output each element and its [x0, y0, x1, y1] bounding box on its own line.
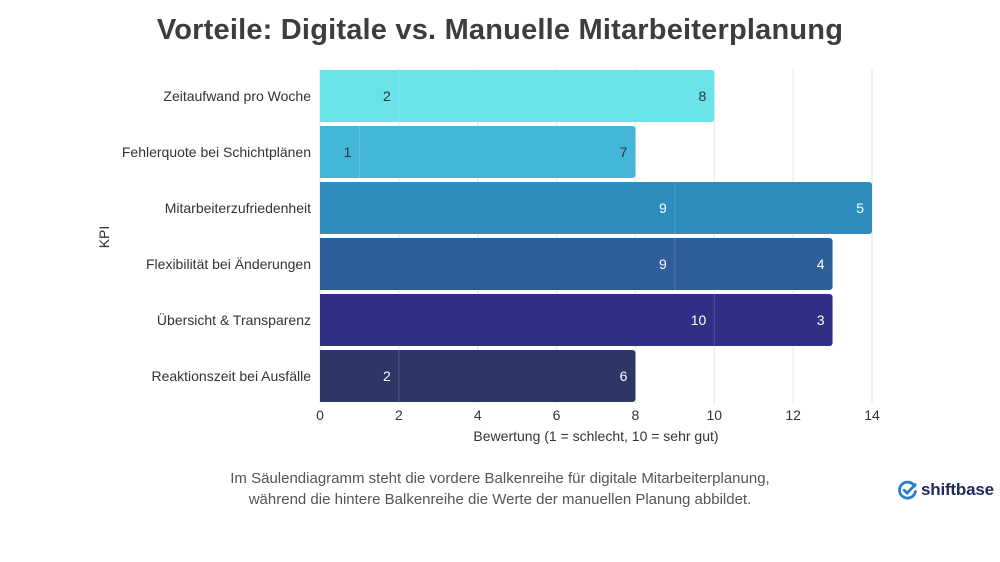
- check-circle-icon: [898, 480, 917, 500]
- data-label-digital-0: 2: [383, 88, 391, 104]
- bar-digital-1: [320, 126, 360, 178]
- bar-digital-2: [320, 182, 675, 234]
- x-tick-label-4: 4: [474, 407, 482, 423]
- data-label-manual-5: 6: [620, 368, 628, 384]
- bar-digital-0: [320, 70, 399, 122]
- data-label-manual-1: 7: [620, 144, 628, 160]
- x-tick-label-8: 8: [632, 407, 640, 423]
- data-labels: 2 8 1 7 9 5 9 4 10 3 2 6: [344, 88, 865, 384]
- bar-chart: 2 8 1 7 9 5 9 4 10 3 2 6 Zeitaufwand pro Woche Fehle…: [96, 68, 880, 444]
- caption-line-1: Im Säulendiagramm steht die vordere Balk…: [230, 470, 770, 487]
- chart-title: Vorteile: Digitale vs. Manuelle Mitarbei…: [156, 14, 844, 46]
- category-label-0: Zeitaufwand pro Woche: [163, 88, 311, 104]
- x-tick-label-2: 2: [395, 407, 403, 423]
- bar-digital-4: [320, 294, 715, 346]
- category-labels: Zeitaufwand pro Woche Fehlerquote bei Sch…: [122, 88, 311, 384]
- data-label-digital-4: 10: [691, 312, 707, 328]
- y-axis-label: KPI: [96, 226, 112, 249]
- brand-logo: shiftbase: [898, 478, 994, 502]
- bar-digital-5: [320, 350, 399, 402]
- data-label-digital-1: 1: [344, 144, 352, 160]
- data-label-manual-2: 5: [856, 200, 864, 216]
- x-axis-label: Bewertung (1 = schlecht, 10 = sehr gut): [473, 428, 718, 444]
- data-label-manual-0: 8: [698, 88, 706, 104]
- bar-manual-0: [320, 70, 715, 122]
- bar-manual-1: [320, 126, 636, 178]
- x-tick-label-0: 0: [316, 407, 324, 423]
- category-label-4: Übersicht & Transparenz: [157, 311, 311, 328]
- data-label-digital-5: 2: [383, 368, 391, 384]
- data-label-manual-4: 3: [817, 312, 825, 328]
- x-tick-label-6: 6: [553, 407, 561, 423]
- category-label-5: Reaktionszeit bei Ausfälle: [151, 368, 311, 384]
- caption-line-2: während die hintere Balkenreihe die Wert…: [248, 491, 752, 508]
- brand-name: shiftbase: [921, 480, 994, 499]
- bars: [320, 70, 872, 402]
- x-tick-label-10: 10: [706, 407, 722, 423]
- chart-caption: Im Säulendiagramm steht die vordere Balk…: [150, 468, 850, 510]
- x-tick-labels: 0 2 4 6 8 10 12 14: [316, 407, 880, 423]
- bar-digital-3: [320, 238, 675, 290]
- x-tick-label-12: 12: [785, 407, 801, 423]
- category-label-1: Fehlerquote bei Schichtplänen: [122, 144, 311, 160]
- data-label-manual-3: 4: [817, 256, 825, 272]
- data-label-digital-3: 9: [659, 256, 667, 272]
- gridlines: [319, 68, 873, 404]
- x-tick-label-14: 14: [864, 407, 880, 423]
- data-label-digital-2: 9: [659, 200, 667, 216]
- category-label-2: Mitarbeiterzufriedenheit: [165, 200, 311, 216]
- category-label-3: Flexibilität bei Änderungen: [146, 256, 311, 272]
